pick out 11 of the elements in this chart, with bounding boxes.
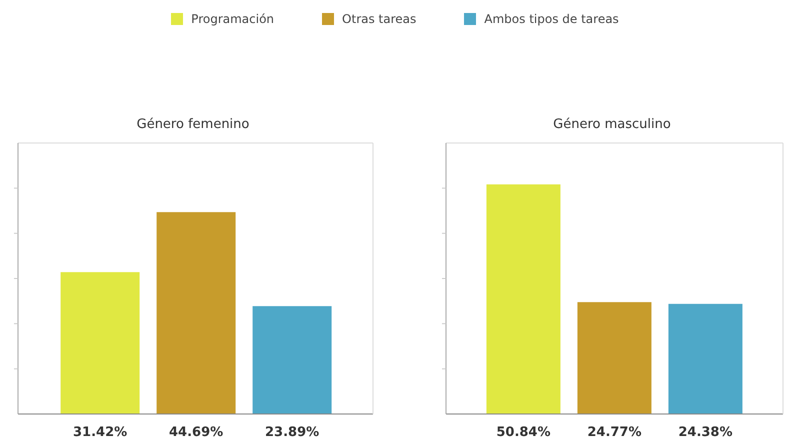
data-label: 24.38%	[678, 425, 733, 440]
chart-title: Género masculino	[552, 116, 672, 134]
legend-label: Otras tareas	[342, 12, 416, 26]
legend-label: Ambos tipos de tareas	[484, 12, 619, 26]
data-label: 31.42%	[73, 425, 128, 440]
legend-label: Programación	[191, 12, 274, 26]
data-label: 24.77%	[587, 425, 642, 440]
data-label: 23.89%	[265, 425, 320, 440]
data-label: 50.84%	[496, 425, 551, 440]
chart-title: Género femenino	[136, 116, 250, 134]
data-label: 44.69%	[169, 425, 224, 440]
